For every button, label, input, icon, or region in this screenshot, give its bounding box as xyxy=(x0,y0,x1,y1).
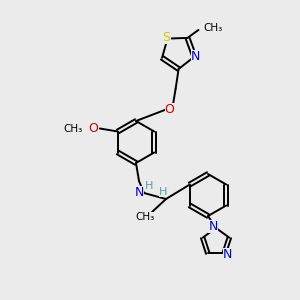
Text: N: N xyxy=(191,50,200,63)
Text: H: H xyxy=(145,181,153,191)
Text: H: H xyxy=(159,187,167,197)
Text: N: N xyxy=(223,248,232,261)
Text: N: N xyxy=(208,220,218,232)
Text: CH₃: CH₃ xyxy=(64,124,83,134)
Text: O: O xyxy=(165,103,175,116)
Text: N: N xyxy=(134,185,144,199)
Text: CH₃: CH₃ xyxy=(135,212,154,222)
Text: O: O xyxy=(88,122,98,135)
Text: S: S xyxy=(163,31,170,44)
Text: CH₃: CH₃ xyxy=(203,23,223,33)
